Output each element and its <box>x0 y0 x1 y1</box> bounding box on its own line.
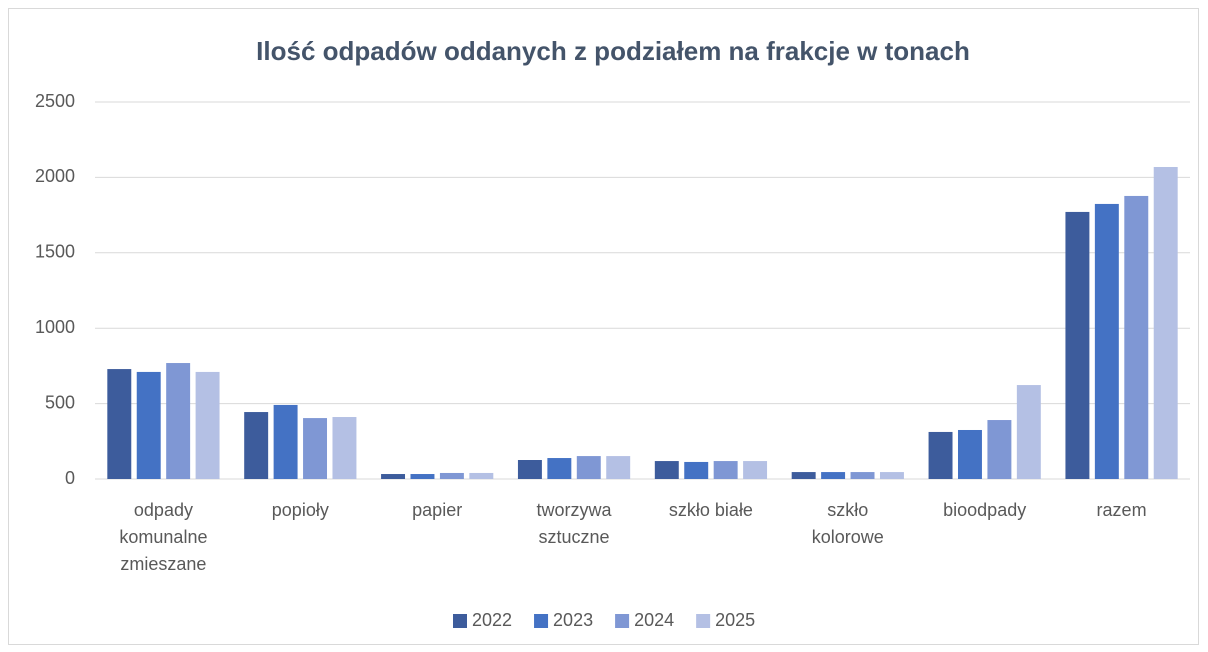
y-tick-label: 1000 <box>35 317 75 337</box>
x-tick-label: popioły <box>271 500 329 520</box>
x-tick-label: bioodpady <box>943 500 1027 520</box>
bar <box>1016 385 1041 479</box>
bar <box>879 472 904 479</box>
legend-label: 2024 <box>634 610 674 630</box>
x-tick-label: odpady komunalne zmieszane <box>119 500 208 574</box>
bar <box>517 459 542 479</box>
y-tick-label: 2500 <box>35 91 75 111</box>
x-tick-label: szkło kolorowe <box>811 500 884 547</box>
bar <box>410 474 435 479</box>
bar <box>684 461 709 479</box>
bar <box>1094 203 1119 479</box>
legend-swatch <box>534 614 549 628</box>
y-tick-label: 2000 <box>35 166 75 186</box>
bar <box>381 474 406 479</box>
bar <box>166 363 191 479</box>
bar <box>606 456 631 479</box>
bar <box>547 458 572 479</box>
legend-label: 2025 <box>715 610 755 630</box>
chart-frame <box>8 8 1199 645</box>
bar <box>439 472 464 479</box>
bar <box>244 412 269 479</box>
bar <box>576 456 601 479</box>
legend-swatch <box>453 614 467 628</box>
bar <box>1153 166 1178 479</box>
bar <box>957 429 982 479</box>
y-tick-label: 500 <box>45 392 75 412</box>
bar <box>928 431 953 479</box>
bar <box>469 472 494 479</box>
bar <box>136 371 161 479</box>
bar <box>107 369 132 479</box>
x-tick-label: razem <box>1096 500 1147 520</box>
bar <box>850 472 875 479</box>
x-tick-label: papier <box>412 500 463 520</box>
x-tick-label: szkło białe <box>668 500 753 520</box>
bar <box>195 371 220 479</box>
y-tick-label: 1500 <box>35 242 75 262</box>
bar <box>1124 195 1149 479</box>
bar <box>1065 211 1090 479</box>
bar <box>273 404 298 479</box>
chart-title: Ilość odpadów oddanych z podziałem na fr… <box>256 36 970 66</box>
bar <box>303 418 328 479</box>
bar <box>654 461 679 479</box>
bar <box>821 472 846 479</box>
legend-swatch <box>615 614 630 628</box>
y-tick-label: 0 <box>65 468 75 488</box>
legend-label: 2022 <box>472 610 512 630</box>
bar <box>987 420 1012 479</box>
x-tick-label: tworzywa sztuczne <box>536 500 612 547</box>
bar <box>713 461 738 479</box>
legend-label: 2023 <box>553 610 593 630</box>
bar <box>743 461 768 479</box>
bar <box>332 417 357 479</box>
legend-swatch <box>696 614 711 628</box>
bar <box>791 472 816 479</box>
